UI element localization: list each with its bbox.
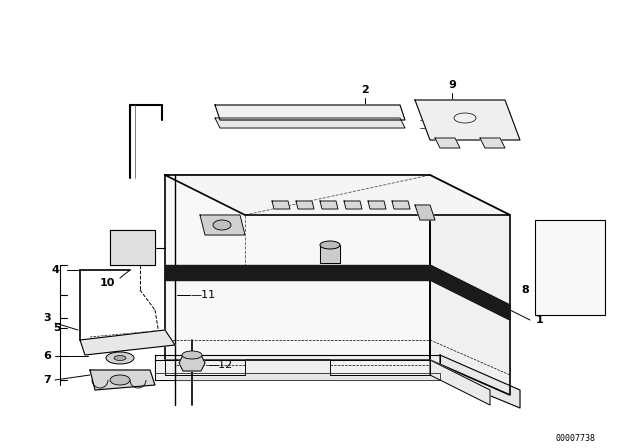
Ellipse shape [110,375,130,385]
Polygon shape [165,175,510,215]
Polygon shape [440,355,520,408]
Ellipse shape [114,356,126,361]
Text: 8: 8 [521,285,529,295]
Polygon shape [200,215,245,235]
Text: 5: 5 [53,323,61,333]
Polygon shape [368,201,386,209]
Polygon shape [215,118,405,128]
Text: 3: 3 [43,313,51,323]
Polygon shape [320,201,338,209]
Text: 1: 1 [536,315,544,325]
Text: —11: —11 [191,290,216,300]
Polygon shape [320,245,340,263]
Polygon shape [90,370,155,390]
Polygon shape [430,265,510,320]
Text: 6: 6 [43,351,51,361]
Ellipse shape [182,351,202,359]
Text: 10: 10 [99,278,115,288]
Polygon shape [155,355,440,375]
Polygon shape [155,373,440,380]
Polygon shape [155,360,175,380]
Polygon shape [296,201,314,209]
Polygon shape [165,175,430,360]
Polygon shape [110,230,155,265]
Text: 2: 2 [361,85,369,95]
Polygon shape [430,360,490,405]
Text: 4: 4 [51,265,59,275]
Polygon shape [165,265,430,280]
Polygon shape [80,330,175,355]
Polygon shape [430,175,510,395]
Ellipse shape [106,352,134,364]
Text: 7: 7 [43,375,51,385]
Text: —12: —12 [207,360,232,370]
Bar [535,220,605,315]
Polygon shape [435,138,460,148]
Text: 00007738: 00007738 [555,434,595,443]
Text: 9: 9 [448,80,456,90]
Polygon shape [215,105,405,120]
Ellipse shape [213,220,231,230]
Polygon shape [272,201,290,209]
Ellipse shape [320,241,340,249]
Polygon shape [344,201,362,209]
Polygon shape [415,205,435,220]
Polygon shape [415,100,520,140]
Polygon shape [480,138,505,148]
Polygon shape [165,360,245,375]
Polygon shape [179,355,205,371]
Polygon shape [392,201,410,209]
Polygon shape [330,360,430,375]
